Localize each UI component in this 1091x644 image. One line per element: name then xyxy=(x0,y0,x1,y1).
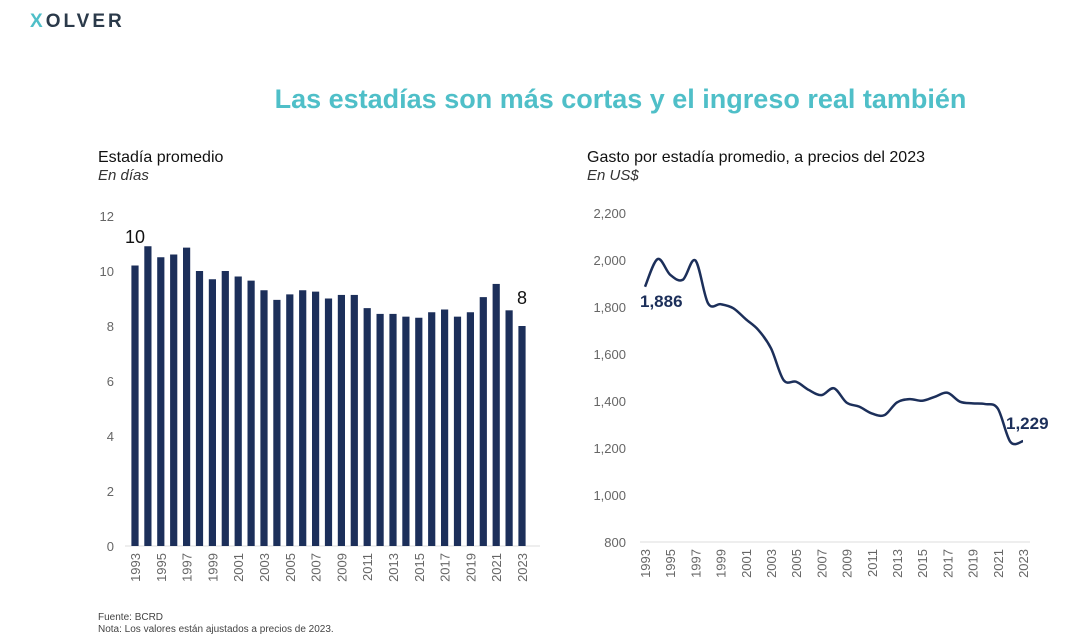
x-tick-label: 2005 xyxy=(283,553,298,582)
x-tick-label: 1997 xyxy=(688,549,703,578)
x-tick-label: 2009 xyxy=(840,549,855,578)
y-tick-label: 2 xyxy=(107,484,114,499)
bar-2008 xyxy=(324,298,333,546)
bar-2018 xyxy=(453,316,462,546)
y-tick-label: 2,000 xyxy=(593,253,626,268)
y-tick-label: 8 xyxy=(107,319,114,334)
bar-2022 xyxy=(505,310,513,546)
y-tick-label: 10 xyxy=(100,264,114,279)
bar-2010 xyxy=(350,294,358,546)
left-chart-title: Estadía promedio xyxy=(98,149,224,166)
y-tick-label: 12 xyxy=(100,209,114,224)
bar-2012 xyxy=(376,313,384,546)
bar-2006 xyxy=(299,290,307,546)
logo-text: OLVER xyxy=(45,11,125,32)
y-tick-label: 0 xyxy=(107,539,114,554)
x-tick-label: 2023 xyxy=(515,553,530,582)
y-tick-label: 2,200 xyxy=(593,206,626,221)
bar-2005 xyxy=(286,294,294,546)
bar-2016 xyxy=(428,312,436,546)
x-tick-label: 2007 xyxy=(814,549,829,578)
x-tick-label: 2011 xyxy=(360,553,375,581)
right-chart-title: Gasto por estadía promedio, a precios de… xyxy=(587,149,925,166)
data-label-2023: 1,229 xyxy=(1006,414,1049,433)
bar-1996 xyxy=(170,254,178,546)
y-tick-label: 1,600 xyxy=(593,347,626,362)
y-tick-label: 1,000 xyxy=(593,488,626,503)
bar-2002 xyxy=(247,280,255,546)
bar-1998 xyxy=(195,271,204,546)
x-tick-label: 2013 xyxy=(386,553,401,582)
bar-1999 xyxy=(208,279,216,546)
x-tick-label: 2003 xyxy=(257,553,272,582)
y-tick-label: 6 xyxy=(107,374,114,389)
bar-2015 xyxy=(415,317,423,546)
bar-2007 xyxy=(312,291,320,546)
x-tick-label: 2017 xyxy=(940,549,955,578)
bar-2013 xyxy=(389,313,397,546)
bar-1995 xyxy=(157,257,165,546)
bar-1993 xyxy=(131,265,139,546)
x-tick-label: 2019 xyxy=(966,549,981,578)
x-tick-label: 2021 xyxy=(489,553,504,582)
bar-2004 xyxy=(273,299,281,546)
x-tick-label: 2001 xyxy=(739,549,754,578)
x-tick-label: 2003 xyxy=(764,549,779,578)
bar-2000 xyxy=(221,271,229,546)
x-tick-label: 2007 xyxy=(309,553,324,582)
page-title: Las estadías son más cortas y el ingreso… xyxy=(274,84,967,114)
bar-2017 xyxy=(441,309,449,546)
x-tick-label: 2015 xyxy=(915,549,930,578)
bar-2003 xyxy=(260,290,268,546)
bar-1994 xyxy=(144,246,152,546)
data-label-1993: 1,886 xyxy=(640,292,683,311)
x-tick-label: 1997 xyxy=(180,553,195,582)
adjustment-note: Nota: Los valores están ajustados a prec… xyxy=(98,624,334,635)
y-tick-label: 1,800 xyxy=(593,300,626,315)
bar-2009 xyxy=(337,294,345,546)
x-tick-label: 1995 xyxy=(663,549,678,578)
x-tick-label: 1993 xyxy=(128,553,143,582)
data-label-2023: 8 xyxy=(517,288,527,308)
x-tick-label: 1993 xyxy=(638,549,653,578)
bar-2014 xyxy=(402,316,410,546)
x-tick-label: 2023 xyxy=(1016,549,1031,578)
bar-2001 xyxy=(234,276,242,546)
bar-2023 xyxy=(518,326,526,546)
data-label-1993: 10 xyxy=(125,227,145,247)
x-tick-label: 2015 xyxy=(412,553,427,582)
x-tick-label: 1995 xyxy=(154,553,169,582)
y-tick-label: 1,400 xyxy=(593,394,626,409)
x-tick-label: 2011 xyxy=(865,549,880,577)
xolver-logo: XOLVER xyxy=(30,11,125,32)
x-tick-label: 2021 xyxy=(991,549,1006,578)
series-line xyxy=(643,257,1024,446)
right-chart-subtitle: En US$ xyxy=(587,167,639,184)
y-tick-label: 800 xyxy=(604,535,626,550)
x-tick-label: 2017 xyxy=(438,553,453,582)
x-tick-label: 2009 xyxy=(334,553,349,582)
x-tick-label: 2005 xyxy=(789,549,804,578)
left-chart-subtitle: En días xyxy=(98,167,149,184)
bar-2021 xyxy=(492,283,500,546)
x-tick-label: 1999 xyxy=(205,553,220,582)
x-tick-label: 2019 xyxy=(463,553,478,582)
x-tick-label: 2001 xyxy=(231,553,246,582)
x-tick-label: 1999 xyxy=(714,549,729,578)
y-tick-label: 1,200 xyxy=(593,441,626,456)
bar-2011 xyxy=(363,308,371,546)
bar-2019 xyxy=(466,312,474,546)
x-tick-label: 2013 xyxy=(890,549,905,578)
bar-2020 xyxy=(479,297,487,546)
y-tick-label: 4 xyxy=(107,429,114,444)
source-note: Fuente: BCRD xyxy=(98,612,164,623)
bar-1997 xyxy=(183,247,191,546)
